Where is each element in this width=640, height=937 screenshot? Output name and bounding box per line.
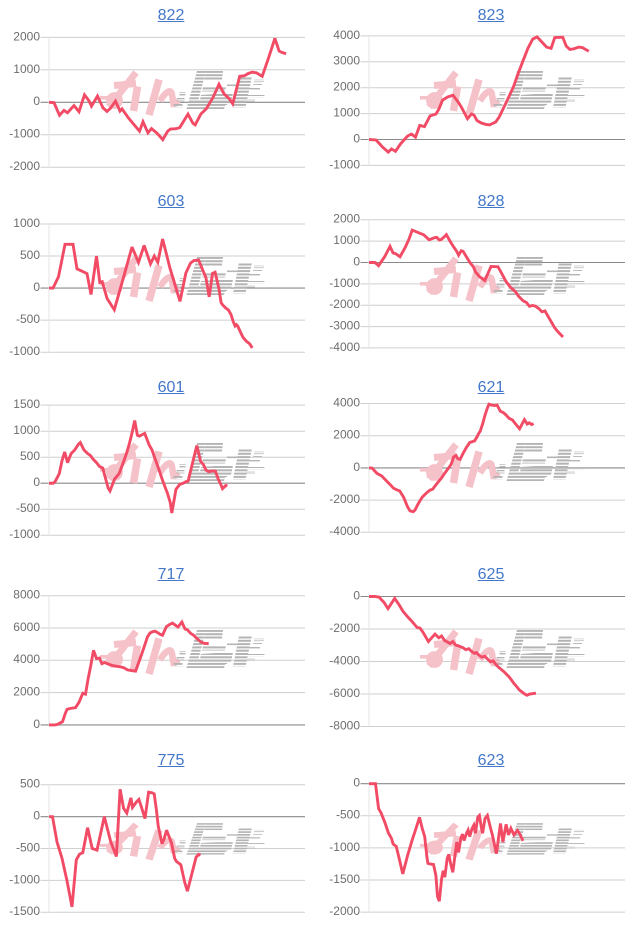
- svg-text:500: 500: [20, 449, 40, 463]
- svg-text:0: 0: [33, 808, 40, 822]
- svg-text:-500: -500: [16, 502, 40, 516]
- svg-text:-2000: -2000: [329, 297, 360, 311]
- svg-text:2000: 2000: [333, 212, 360, 226]
- svg-text:-1000: -1000: [9, 344, 40, 358]
- svg-text:1500: 1500: [13, 397, 40, 411]
- svg-text:500: 500: [20, 248, 40, 262]
- svg-text:-1000: -1000: [329, 276, 360, 290]
- svg-text:-2000: -2000: [329, 492, 360, 506]
- svg-text:0: 0: [33, 280, 40, 294]
- svg-text:2000: 2000: [13, 29, 40, 43]
- svg-text:2000: 2000: [333, 80, 360, 94]
- svg-text:-500: -500: [336, 807, 360, 821]
- svg-text:-4000: -4000: [329, 653, 360, 667]
- svg-text:0: 0: [353, 588, 360, 602]
- svg-text:-500: -500: [16, 840, 40, 854]
- svg-text:2000: 2000: [13, 684, 40, 698]
- svg-text:-1000: -1000: [9, 528, 40, 542]
- svg-text:0: 0: [33, 716, 40, 730]
- svg-text:3000: 3000: [333, 54, 360, 68]
- svg-text:4000: 4000: [333, 396, 360, 410]
- svg-text:-4000: -4000: [329, 340, 360, 354]
- svg-text:-1500: -1500: [9, 904, 40, 918]
- svg-text:-1000: -1000: [329, 840, 360, 854]
- svg-text:0: 0: [353, 255, 360, 269]
- svg-text:500: 500: [20, 776, 40, 790]
- svg-text:1000: 1000: [13, 62, 40, 76]
- svg-text:-8000: -8000: [329, 718, 360, 732]
- svg-text:1000: 1000: [333, 233, 360, 247]
- svg-text:-1000: -1000: [9, 872, 40, 886]
- svg-text:0: 0: [353, 131, 360, 145]
- svg-text:8000: 8000: [13, 587, 40, 601]
- svg-text:1000: 1000: [13, 216, 40, 230]
- svg-text:-4000: -4000: [329, 525, 360, 539]
- svg-text:-1000: -1000: [329, 157, 360, 171]
- svg-text:0: 0: [353, 775, 360, 789]
- svg-text:0: 0: [33, 94, 40, 108]
- svg-text:-1000: -1000: [9, 127, 40, 141]
- svg-text:-2000: -2000: [329, 620, 360, 634]
- svg-text:-3000: -3000: [329, 319, 360, 333]
- svg-text:6000: 6000: [13, 619, 40, 633]
- svg-text:1000: 1000: [333, 106, 360, 120]
- svg-text:-500: -500: [16, 312, 40, 326]
- svg-text:4000: 4000: [13, 652, 40, 666]
- svg-text:0: 0: [353, 460, 360, 474]
- svg-text:1000: 1000: [13, 423, 40, 437]
- svg-text:-2000: -2000: [9, 159, 40, 173]
- svg-text:0: 0: [33, 476, 40, 490]
- svg-text:-2000: -2000: [329, 904, 360, 918]
- svg-text:4000: 4000: [333, 28, 360, 42]
- svg-text:2000: 2000: [333, 428, 360, 442]
- svg-text:-1500: -1500: [329, 872, 360, 886]
- svg-text:-6000: -6000: [329, 685, 360, 699]
